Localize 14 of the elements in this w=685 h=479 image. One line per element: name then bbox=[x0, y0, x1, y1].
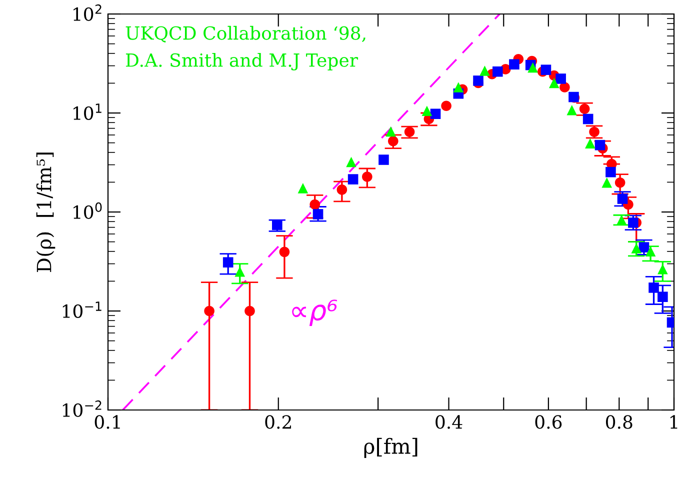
x-tick-label: 0.6 bbox=[535, 415, 562, 429]
y-tick-label: 10$^{0}$ bbox=[74, 202, 102, 219]
y-tick-label: 10$^{−1}$ bbox=[62, 302, 102, 318]
x-tick-label: 1 bbox=[670, 415, 678, 429]
y-tick-label: 10$^{1}$ bbox=[74, 104, 102, 120]
annotation: ∝ρ⁶ bbox=[292, 300, 338, 326]
x-tick-label: 0.1 bbox=[94, 415, 120, 429]
y-axis-title: D(ρ) [1/fm⁵] bbox=[36, 152, 56, 272]
annotation: UKQCD Collaboration ‘98, D.A. Smith and M.J Teper bbox=[126, 26, 366, 70]
y-tick-label: 10$^{2}$ bbox=[74, 4, 102, 21]
x-tick-label: 0.2 bbox=[265, 415, 291, 429]
x-tick-label: 0.8 bbox=[606, 415, 632, 429]
x-tick-label: 0.4 bbox=[436, 415, 462, 429]
x-axis-title: ρ[fm] bbox=[364, 438, 418, 458]
